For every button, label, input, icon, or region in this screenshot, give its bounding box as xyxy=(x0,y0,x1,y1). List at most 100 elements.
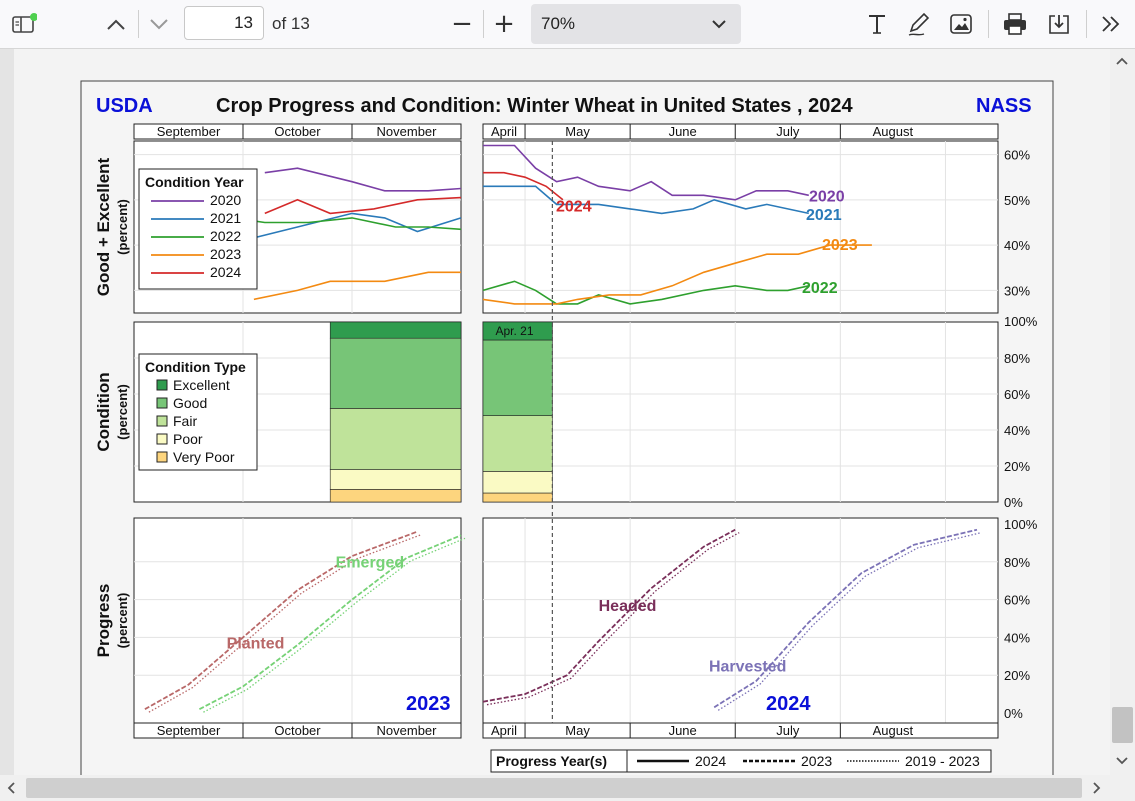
spring-year-label: 2024 xyxy=(766,693,811,715)
legend-label-fair: Fair xyxy=(173,413,197,429)
ge-line-spring-2020 xyxy=(483,144,809,201)
legend-label-excellent: Excellent xyxy=(173,377,230,393)
more-tools-icon[interactable] xyxy=(1094,8,1128,40)
ge-tick-label: 50% xyxy=(1004,193,1030,208)
text-tool-icon[interactable] xyxy=(860,8,894,40)
row-label-main: Good + Excellent xyxy=(94,157,113,296)
condition-type-legend-title: Condition Type xyxy=(145,359,246,375)
progress-curve-avg-emerged xyxy=(203,537,466,713)
month-label: June xyxy=(669,124,697,139)
month-label: July xyxy=(776,124,800,139)
legend-label-good: Good xyxy=(173,395,207,411)
month-label: April xyxy=(491,124,517,139)
condition-year-legend-title: Condition Year xyxy=(145,174,244,190)
apr21-marker-label: Apr. 21 xyxy=(496,324,534,338)
ge-line-fall-2021 xyxy=(242,212,462,242)
next-page-button[interactable] xyxy=(143,8,175,40)
horizontal-scrollbar[interactable] xyxy=(0,775,1135,801)
legend-swatch-poor xyxy=(156,433,168,445)
row-label-sub: (percent) xyxy=(115,593,130,649)
fall-year-label: 2023 xyxy=(406,693,451,715)
condition-tick-label: 100% xyxy=(1004,314,1038,329)
legend-label-poor: Poor xyxy=(173,431,203,447)
progress-curve-headed xyxy=(482,528,736,703)
progress-curve-planted xyxy=(144,530,418,710)
condition-area-spring-very-poor xyxy=(482,492,553,503)
scroll-down-icon[interactable] xyxy=(1115,755,1129,767)
progress-curve-avg-headed xyxy=(486,532,740,706)
ge-line-spring-2024 xyxy=(483,171,564,201)
progress-year-legend-title: Progress Year(s) xyxy=(496,753,607,769)
condition-area-fall-very-poor xyxy=(329,489,462,503)
zoom-in-button[interactable]: + xyxy=(493,9,515,39)
save-icon[interactable] xyxy=(1042,8,1076,40)
scroll-right-icon[interactable] xyxy=(1091,781,1103,795)
month-label: July xyxy=(776,723,800,738)
stage-label-harvested: Harvested xyxy=(709,658,786,675)
condition-area-spring-poor xyxy=(482,471,553,494)
legend-label-2022: 2022 xyxy=(210,228,241,244)
nass-brand: NASS xyxy=(976,95,1032,117)
condition-tick-label: 0% xyxy=(1004,495,1023,510)
print-icon[interactable] xyxy=(998,8,1032,40)
vertical-scrollbar[interactable] xyxy=(1110,49,1135,775)
plot-panel xyxy=(482,140,999,314)
ge-tick-label: 30% xyxy=(1004,283,1030,298)
month-label: November xyxy=(377,124,438,139)
condition-tick-label: 80% xyxy=(1004,351,1030,366)
scroll-up-icon[interactable] xyxy=(1115,55,1129,67)
progress-curve-harvested xyxy=(713,528,978,709)
ge-line-fall-2023 xyxy=(253,271,461,301)
month-label: August xyxy=(873,723,914,738)
progress-curve-avg-planted xyxy=(148,533,422,713)
legend-swatch-very_poor xyxy=(156,451,168,463)
report-page: USDA Crop Progress and Condition: Winter… xyxy=(80,80,1054,775)
condition-tick-label: 20% xyxy=(1004,459,1030,474)
page-number-input[interactable]: 13 xyxy=(184,6,264,40)
legend-swatch-good xyxy=(156,397,168,409)
month-label: September xyxy=(157,723,221,738)
plot-panel xyxy=(133,517,462,724)
plot-panel xyxy=(482,321,999,503)
progress-legend-label: 2023 xyxy=(801,753,832,769)
image-tool-icon[interactable] xyxy=(944,8,978,40)
zoom-value: 70% xyxy=(541,14,576,33)
progress-tick-label: 80% xyxy=(1004,555,1030,570)
scroll-left-icon[interactable] xyxy=(5,781,17,795)
legend-label-2020: 2020 xyxy=(210,192,241,208)
vertical-scroll-thumb[interactable] xyxy=(1112,707,1133,743)
row-label-sub: (percent) xyxy=(115,384,130,440)
horizontal-scroll-thumb[interactable] xyxy=(26,778,1082,798)
plot-panel xyxy=(482,517,999,724)
zoom-select[interactable]: 70% xyxy=(531,4,741,44)
condition-tick-label: 60% xyxy=(1004,387,1030,402)
document-viewport[interactable]: USDA Crop Progress and Condition: Winter… xyxy=(14,49,1110,775)
zoom-out-button[interactable]: − xyxy=(451,9,473,39)
month-label: April xyxy=(491,723,517,738)
month-label: October xyxy=(274,723,321,738)
chevron-down-icon xyxy=(712,20,726,29)
ge-end-label-2023: 2023 xyxy=(822,237,858,254)
fall-month-header-bar xyxy=(133,123,462,140)
previous-page-button[interactable] xyxy=(100,8,132,40)
legend-swatch-excellent xyxy=(156,379,168,391)
pdf-viewer-toolbar: 13 of 13 − + 70% xyxy=(0,0,1135,49)
draw-tool-icon[interactable] xyxy=(902,8,936,40)
month-label: November xyxy=(377,723,438,738)
ge-end-label-2024: 2024 xyxy=(556,199,592,216)
progress-legend-label: 2024 xyxy=(695,753,726,769)
condition-area-spring-good xyxy=(482,339,553,416)
legend-label-2023: 2023 xyxy=(210,246,241,262)
report-title: Crop Progress and Condition: Winter Whea… xyxy=(216,95,853,117)
condition-tick-label: 40% xyxy=(1004,423,1030,438)
progress-curve-avg-harvested xyxy=(717,532,982,711)
row-label-sub: (percent) xyxy=(115,199,130,255)
ge-tick-label: 60% xyxy=(1004,148,1030,163)
ge-end-label-2022: 2022 xyxy=(802,280,838,297)
month-label: June xyxy=(669,723,697,738)
progress-tick-label: 20% xyxy=(1004,668,1030,683)
progress-tick-label: 100% xyxy=(1004,517,1038,532)
ge-line-spring-2022 xyxy=(482,280,809,305)
sidebar-toggle-icon[interactable] xyxy=(8,8,40,40)
ge-line-fall-2024 xyxy=(264,196,462,215)
